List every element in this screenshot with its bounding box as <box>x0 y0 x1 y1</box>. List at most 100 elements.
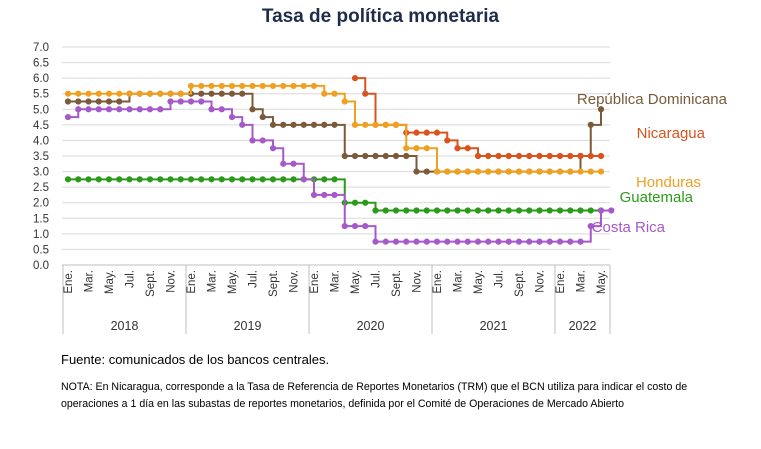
data-point <box>239 82 246 90</box>
x-tick-label: Ene. <box>309 270 321 294</box>
x-tick-label: Ene. <box>63 270 75 294</box>
data-point <box>269 176 277 183</box>
data-point <box>75 98 82 105</box>
y-tick-label: 3.5 <box>33 151 49 163</box>
data-point <box>382 238 389 245</box>
data-point <box>116 106 123 113</box>
series-line <box>68 84 601 173</box>
data-point <box>536 152 543 160</box>
data-point <box>218 90 225 97</box>
data-point <box>433 129 441 136</box>
data-point <box>126 176 133 183</box>
data-point <box>116 98 123 105</box>
data-point <box>218 176 225 183</box>
data-point <box>105 176 113 183</box>
data-point <box>413 168 420 175</box>
data-point <box>485 152 492 160</box>
line-chart: 0.0 0.5 1.0 1.5 2.0 2.5 3.0 3.5 4.0 4.5 5.0 5.5 6.0 6… <box>33 42 728 334</box>
x-tick-label: Nov. <box>289 270 301 293</box>
data-point <box>515 152 523 160</box>
data-point <box>198 176 205 183</box>
year-label: 2018 <box>111 319 139 333</box>
data-point <box>423 145 430 152</box>
data-point <box>474 152 482 160</box>
data-point <box>95 90 102 97</box>
data-point <box>444 168 451 175</box>
data-point <box>454 238 461 245</box>
data-point <box>105 98 113 105</box>
footnote: NOTA: En Nicaragua, corresponde a la Tas… <box>61 381 688 410</box>
data-point <box>239 176 246 183</box>
data-point <box>423 129 430 136</box>
data-point <box>269 145 277 152</box>
data-point <box>597 168 605 175</box>
data-point <box>433 168 441 175</box>
data-point <box>208 106 215 113</box>
data-point <box>587 152 594 160</box>
data-point <box>505 168 512 175</box>
y-tick-label: 6.0 <box>33 73 49 85</box>
data-point <box>208 82 215 90</box>
data-point <box>546 152 553 160</box>
data-point <box>126 90 133 97</box>
data-point <box>75 176 82 183</box>
data-point <box>423 168 430 175</box>
data-point <box>208 176 215 183</box>
data-point <box>321 121 328 128</box>
data-point <box>505 238 512 245</box>
data-point <box>556 168 564 175</box>
data-point <box>249 176 256 183</box>
y-tick-label: 1.0 <box>33 229 49 241</box>
data-point <box>177 98 184 105</box>
data-point <box>362 222 369 230</box>
data-point <box>290 176 297 183</box>
data-point <box>187 82 195 90</box>
data-point <box>331 121 338 128</box>
data-point <box>382 207 389 214</box>
data-point <box>167 98 174 105</box>
data-point <box>485 168 492 175</box>
data-point <box>464 145 471 152</box>
data-point <box>198 82 205 90</box>
data-point <box>310 82 318 90</box>
data-point <box>280 121 287 128</box>
data-point <box>444 238 451 245</box>
data-point <box>464 168 471 175</box>
data-point <box>526 207 533 214</box>
x-tick-label: Nov. <box>412 270 424 293</box>
data-point <box>290 160 297 167</box>
y-tick-label: 6.5 <box>33 58 49 70</box>
data-point <box>577 168 584 175</box>
data-point <box>546 238 553 245</box>
data-point <box>136 106 143 113</box>
data-point <box>331 191 338 199</box>
data-point <box>454 145 461 152</box>
data-point <box>423 207 430 214</box>
data-point <box>239 121 246 128</box>
data-point <box>372 152 379 160</box>
data-point <box>485 207 492 214</box>
data-point <box>75 90 82 97</box>
series-label: Costa Rica <box>592 219 666 236</box>
data-point <box>515 168 523 175</box>
data-point <box>464 238 471 245</box>
y-tick-label: 5.0 <box>33 104 49 116</box>
data-point <box>362 121 369 128</box>
data-point <box>577 152 584 160</box>
data-point <box>331 90 338 97</box>
data-point <box>116 176 123 183</box>
data-point <box>290 82 297 90</box>
data-point <box>536 168 543 175</box>
data-point <box>608 207 615 214</box>
data-point <box>167 176 174 183</box>
data-point <box>351 152 359 160</box>
data-point <box>146 176 154 183</box>
data-point <box>597 106 605 113</box>
data-point <box>372 121 379 128</box>
data-point <box>474 168 482 175</box>
y-tick-label: 4.5 <box>33 120 49 132</box>
y-tick-label: 0.5 <box>33 244 49 256</box>
data-point <box>126 106 133 113</box>
data-point <box>587 121 594 128</box>
data-point <box>556 207 564 214</box>
